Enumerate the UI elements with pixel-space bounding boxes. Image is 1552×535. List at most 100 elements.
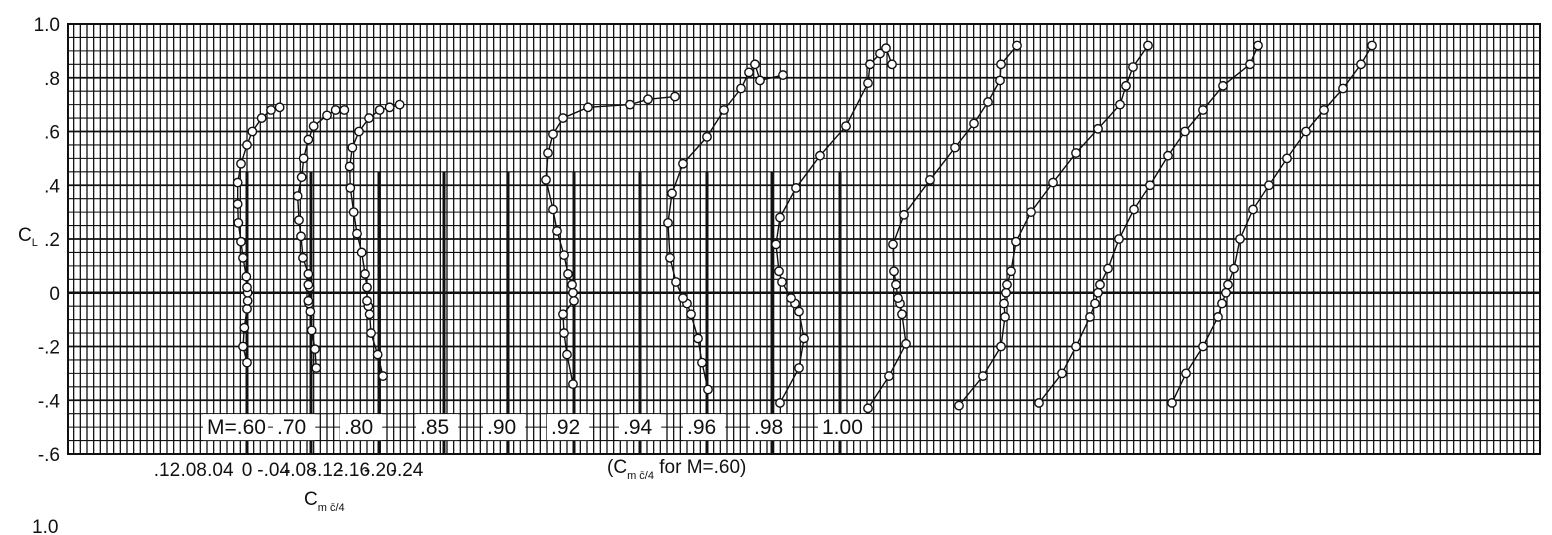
data-point: [1180, 126, 1190, 137]
data-point: [242, 140, 252, 150]
data-point: [356, 247, 367, 258]
data-point: [354, 126, 364, 137]
data-point: [755, 75, 765, 86]
data-point: [771, 239, 781, 250]
data-point: [360, 269, 370, 279]
y-tick-label: .2: [44, 230, 60, 251]
data-point: [969, 118, 979, 129]
data-point: [671, 277, 681, 287]
y-tick-label: -.2: [38, 338, 60, 359]
data-point: [1221, 287, 1231, 298]
x-tick-label: .12: [154, 460, 180, 481]
data-point: [1114, 234, 1124, 244]
y-axis-label: CL: [18, 225, 38, 249]
mach-label-bg: [273, 414, 316, 441]
data-point: [330, 105, 341, 115]
data-point: [339, 105, 350, 115]
y-tick-label: .4: [44, 176, 60, 197]
data-point: [1001, 287, 1011, 298]
data-point: [311, 363, 322, 373]
data-point: [744, 67, 754, 78]
data-point: [794, 363, 804, 373]
data-point: [1026, 207, 1036, 218]
data-point: [1319, 105, 1329, 115]
data-point: [274, 102, 285, 113]
y-tick-label: 1.0: [34, 15, 60, 36]
data-point: [777, 277, 787, 287]
mach-label: .94: [623, 416, 653, 439]
x-tick-label: -.08: [284, 460, 317, 481]
mach-label-bg: [619, 414, 662, 441]
data-point: [294, 215, 304, 226]
mach-label-bg: [483, 414, 526, 441]
data-point: [238, 252, 248, 263]
x-axis-label: Cm c̄/4: [304, 489, 345, 514]
data-point: [242, 295, 253, 306]
data-point: [1367, 40, 1377, 51]
data-point: [1145, 180, 1155, 191]
data-point: [1115, 99, 1125, 110]
data-point: [799, 333, 809, 344]
data-point: [794, 306, 804, 317]
data-point: [394, 99, 405, 110]
data-point: [670, 91, 680, 102]
data-point: [372, 349, 383, 360]
data-point: [999, 298, 1009, 309]
data-point: [1338, 83, 1348, 94]
data-point: [352, 228, 362, 239]
data-point: [1229, 263, 1239, 274]
data-point: [559, 328, 569, 338]
data-point: [1034, 398, 1044, 408]
data-point: [983, 97, 993, 107]
mach-label: .80: [344, 416, 373, 439]
data-point: [1264, 180, 1274, 191]
data-point: [995, 75, 1005, 86]
data-point: [1143, 40, 1153, 51]
data-point: [736, 83, 746, 94]
data-point: [1253, 40, 1263, 51]
data-point: [364, 309, 375, 320]
data-point: [750, 59, 760, 70]
data-point: [242, 282, 252, 293]
data-point: [901, 338, 911, 349]
data-point: [1356, 59, 1366, 70]
data-point: [678, 293, 688, 304]
data-point: [897, 309, 907, 320]
mach-label: 1.00: [822, 416, 863, 439]
data-point: [1093, 287, 1103, 298]
data-point: [344, 161, 355, 172]
data-point: [1217, 298, 1227, 309]
data-point: [881, 43, 891, 54]
x-tick-label: -.20: [364, 460, 397, 481]
data-point: [1163, 150, 1173, 161]
data-point: [362, 295, 372, 306]
x-tick-labels: .12.08.04 0 -.04-.08-.12-.16-.20-.24: [154, 460, 424, 481]
data-point: [893, 293, 903, 304]
data-point: [1095, 279, 1105, 290]
mach-label: M=.60: [207, 416, 266, 439]
bottom-corner-label: 1.0: [32, 517, 58, 535]
data-point: [298, 153, 309, 164]
x-tick-label: 0: [242, 460, 253, 481]
data-point: [719, 105, 729, 115]
data-point: [366, 328, 376, 338]
data-point: [303, 269, 314, 279]
data-point: [298, 252, 308, 263]
data-point: [884, 371, 894, 381]
data-point: [233, 217, 244, 228]
data-point: [236, 158, 246, 169]
data-point: [667, 188, 677, 199]
data-point: [1301, 126, 1311, 137]
data-point: [1213, 312, 1223, 322]
data-point: [625, 99, 635, 110]
data-point: [541, 174, 551, 185]
data-point: [1282, 153, 1292, 164]
data-point: [568, 287, 578, 298]
data-point: [256, 113, 267, 123]
data-point: [296, 172, 307, 183]
data-point: [310, 344, 320, 355]
data-point: [292, 191, 303, 201]
grid: [67, 23, 1541, 455]
data-point: [899, 209, 909, 220]
mach-label: .70: [277, 416, 306, 439]
